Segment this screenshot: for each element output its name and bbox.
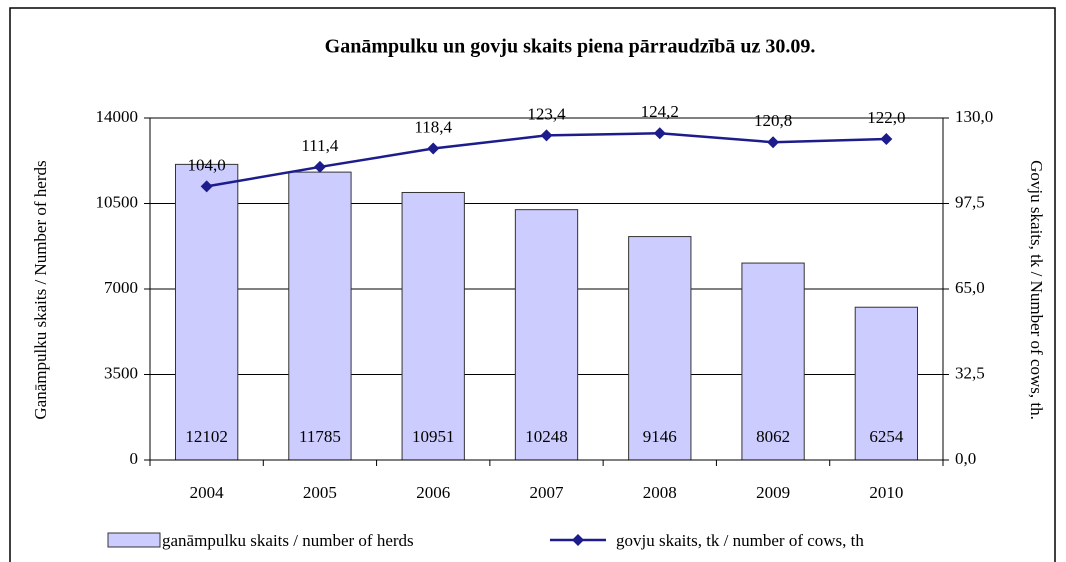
y2-tick-label: 65,0 xyxy=(955,278,985,297)
bar xyxy=(514,209,579,461)
line-value-label: 118,4 xyxy=(414,117,452,136)
x-tick-label: 2005 xyxy=(303,483,337,502)
y2-tick-label: 130,0 xyxy=(955,107,993,126)
bar-value-label: 9146 xyxy=(643,427,677,446)
bar xyxy=(741,262,805,461)
bar xyxy=(174,163,239,461)
y2-tick-label: 0,0 xyxy=(955,449,976,468)
x-tick-label: 2009 xyxy=(756,483,790,502)
line-value-label: 124,2 xyxy=(641,102,679,121)
bar xyxy=(401,191,465,461)
bar-value-label: 10248 xyxy=(525,427,568,446)
bar xyxy=(628,236,692,461)
line-value-label: 104,0 xyxy=(188,155,226,174)
x-tick-label: 2006 xyxy=(416,483,450,502)
line-value-label: 122,0 xyxy=(867,108,905,127)
line-marker xyxy=(880,133,893,146)
x-tick-label: 2008 xyxy=(643,483,677,502)
bar-value-label: 12102 xyxy=(185,427,228,446)
legend-label: govju skaits, tk / number of cows, th xyxy=(616,531,864,550)
line-marker xyxy=(427,142,440,155)
y-tick-label: 14000 xyxy=(96,107,139,126)
line-value-label: 111,4 xyxy=(301,136,338,155)
line-marker xyxy=(540,129,553,142)
line-marker xyxy=(200,180,213,193)
bar xyxy=(854,306,919,461)
y-axis-label: Ganāmpulku skaits / Number of herds xyxy=(31,160,50,419)
chart-border xyxy=(9,7,1056,562)
line-value-label: 120,8 xyxy=(754,111,792,130)
x-tick-label: 2004 xyxy=(190,483,225,502)
line-marker xyxy=(767,136,780,149)
line-marker xyxy=(313,160,326,173)
legend-marker xyxy=(572,534,584,546)
bar-value-label: 6254 xyxy=(869,427,904,446)
x-tick-label: 2007 xyxy=(530,483,565,502)
bar-value-label: 8062 xyxy=(756,427,790,446)
bar-value-label: 11785 xyxy=(299,427,341,446)
y2-tick-label: 97,5 xyxy=(955,192,985,211)
y2-axis-label: Govju skaits, tk / Number of cows, th. xyxy=(1027,160,1046,420)
chart-title: Ganāmpulku un govju skaits piena pārraud… xyxy=(325,36,816,58)
legend-swatch xyxy=(107,532,161,548)
line-value-label: 123,4 xyxy=(527,104,566,123)
bar-value-label: 10951 xyxy=(412,427,455,446)
y-tick-label: 7000 xyxy=(104,278,138,297)
x-tick-label: 2010 xyxy=(869,483,903,502)
y-tick-label: 3500 xyxy=(104,363,138,382)
bar xyxy=(288,171,352,461)
line-marker xyxy=(653,127,666,140)
y-tick-label: 10500 xyxy=(96,192,139,211)
y2-tick-label: 32,5 xyxy=(955,363,985,382)
y-tick-label: 0 xyxy=(130,449,139,468)
legend-label: ganāmpulku skaits / number of herds xyxy=(162,531,414,550)
